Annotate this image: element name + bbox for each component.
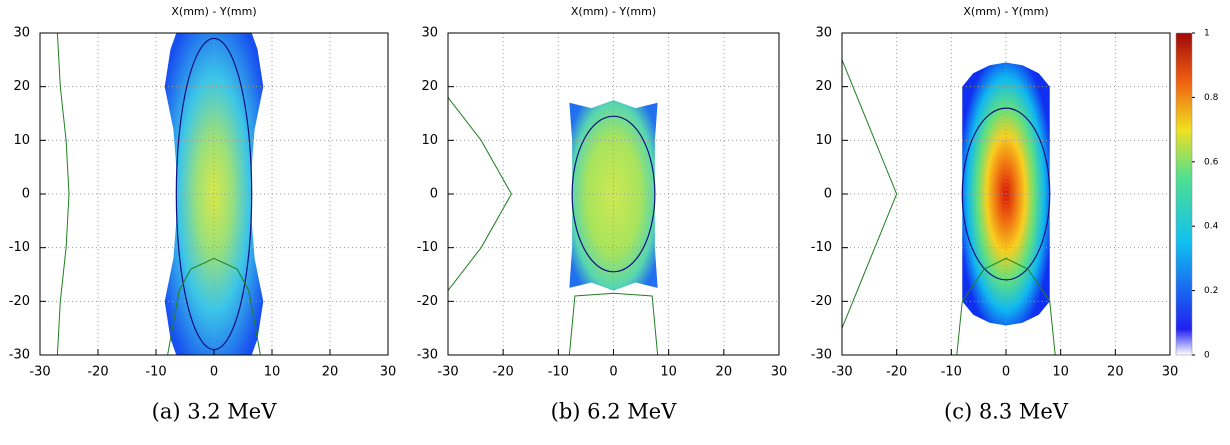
x-tick-label: 10 <box>1052 365 1069 380</box>
x-tick-label: 20 <box>322 365 339 380</box>
y-tick-label: -20 <box>417 294 438 309</box>
profile <box>167 257 261 355</box>
y-tick-label: -20 <box>9 294 30 309</box>
x-tick-label: 0 <box>1002 365 1010 380</box>
profile <box>842 59 898 329</box>
x-tick-label: -30 <box>437 365 458 380</box>
profile <box>568 292 659 355</box>
y-tick-label: -20 <box>811 294 832 309</box>
panel: X(mm) - Y(mm) (a) 3.2 MeV -30 -20 -10 0 10 20 30… <box>9 5 397 424</box>
panel: X(mm) - Y(mm)(c) 8.3 MeV-30 -20 -10 0 10 20 30… <box>811 5 1219 424</box>
x-tick-label: -20 <box>493 365 514 380</box>
profile <box>448 97 513 291</box>
x-tick-label: 20 <box>1107 365 1124 380</box>
heatmap <box>569 100 658 291</box>
x-tick-label: -10 <box>145 365 166 380</box>
y-tick-label: 20 <box>13 79 30 94</box>
x-tick-label: 10 <box>660 365 677 380</box>
caption: (c) 8.3 MeV <box>944 400 1069 424</box>
y-tick-label: 20 <box>815 79 832 94</box>
x-tick-label: 0 <box>210 365 218 380</box>
y-tick-label: 10 <box>421 133 438 148</box>
x-tick-label: -10 <box>941 365 962 380</box>
y-tick-label: 0 <box>22 187 30 202</box>
x-tick-label: 30 <box>1162 365 1179 380</box>
x-tick-label: -30 <box>831 365 852 380</box>
profile <box>56 33 70 355</box>
y-tick-label: 30 <box>815 26 832 41</box>
y-tick-label: 0 <box>824 187 832 202</box>
caption: (b) 6.2 MeV <box>551 400 678 424</box>
plot <box>842 33 1170 355</box>
y-tick-label: 0 <box>430 187 438 202</box>
colorbar-tick-label: 0.4 <box>1204 222 1219 232</box>
profile <box>956 257 1056 355</box>
contour <box>961 107 1051 281</box>
caption: (a) 3.2 MeV <box>152 400 278 424</box>
colorbar-tick-label: 1 <box>1204 29 1210 39</box>
y-tick-label: -10 <box>811 240 832 255</box>
y-tick-label: 20 <box>421 79 438 94</box>
x-tick-label: 30 <box>380 365 397 380</box>
x-tick-label: 30 <box>771 365 788 380</box>
x-tick-label: 0 <box>609 365 617 380</box>
x-tick-label: -20 <box>886 365 907 380</box>
y-tick-label: -30 <box>811 348 832 363</box>
colorbar-tick-label: 0 <box>1204 351 1210 361</box>
plot <box>448 33 779 355</box>
colorbar-tick-label: 0.8 <box>1204 93 1219 103</box>
y-tick-label: -10 <box>417 240 438 255</box>
x-tick-label: 20 <box>716 365 733 380</box>
x-tick-label: -20 <box>87 365 108 380</box>
y-tick-label: 30 <box>13 26 30 41</box>
x-tick-label: -30 <box>29 365 50 380</box>
contour <box>571 115 656 273</box>
y-tick-label: 10 <box>815 133 832 148</box>
chart-title: X(mm) - Y(mm) <box>171 5 256 18</box>
x-tick-label: 10 <box>264 365 281 380</box>
y-tick-label: -30 <box>9 348 30 363</box>
plot <box>40 33 388 355</box>
colorbar <box>1175 32 1193 356</box>
y-tick-label: 10 <box>13 133 30 148</box>
chart-title: X(mm) - Y(mm) <box>571 5 656 18</box>
colorbar-tick-label: 0.6 <box>1204 157 1219 167</box>
colorbar-tick-label: 0.2 <box>1204 286 1218 296</box>
x-tick-label: -10 <box>548 365 569 380</box>
y-tick-label: 30 <box>421 26 438 41</box>
y-tick-label: -10 <box>9 240 30 255</box>
chart-title: X(mm) - Y(mm) <box>963 5 1048 18</box>
panel: X(mm) - Y(mm) (b) 6.2 MeV -30 -20 -10 0 10 20 30… <box>417 5 788 424</box>
y-tick-label: -30 <box>417 348 438 363</box>
